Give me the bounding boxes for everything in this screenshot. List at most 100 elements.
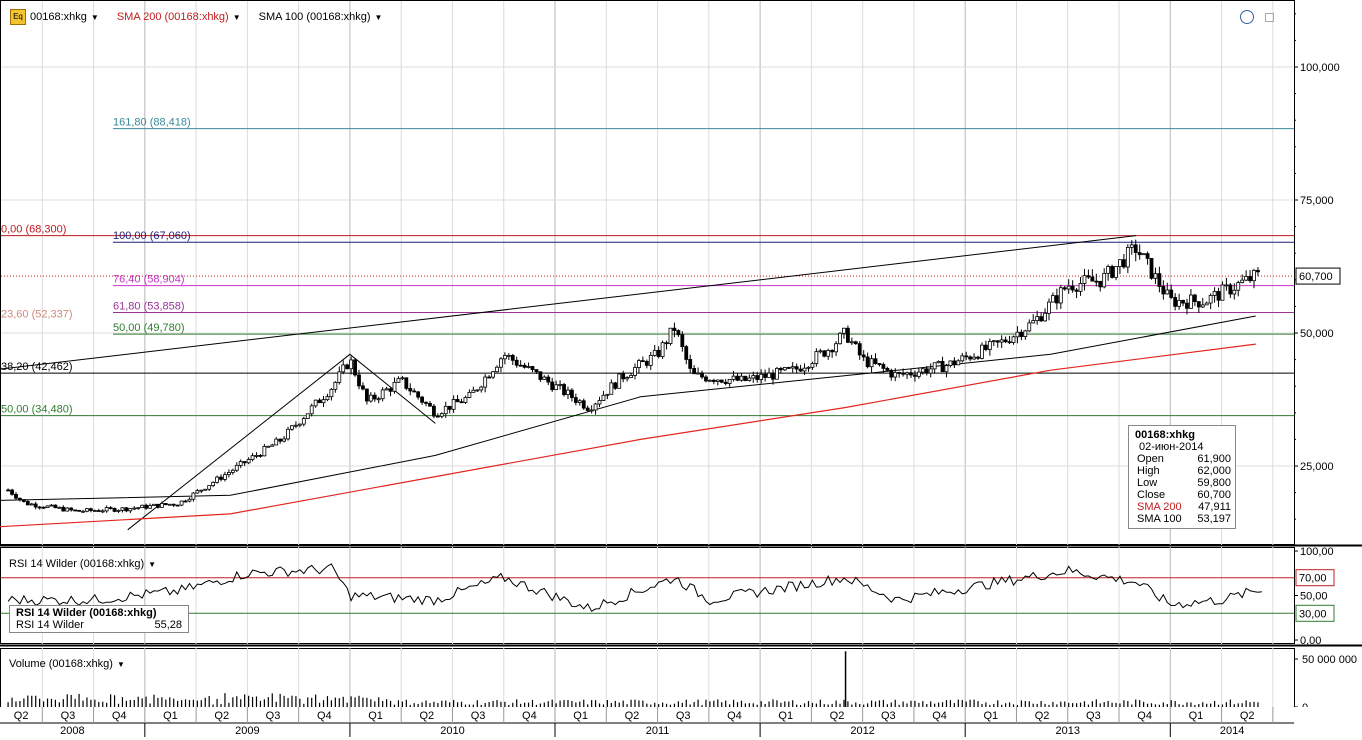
candle-body bbox=[286, 428, 290, 440]
candle-body bbox=[88, 508, 93, 511]
quarter-label: Q3 bbox=[471, 710, 486, 722]
candle-body bbox=[435, 415, 440, 418]
candle-body bbox=[1027, 322, 1032, 332]
sma200-label[interactable]: SMA 200 (00168:xhkg) bbox=[116, 11, 229, 23]
candle-body bbox=[357, 374, 361, 387]
candle-body bbox=[601, 394, 606, 401]
quarter-label: Q2 bbox=[419, 710, 434, 722]
candle-body bbox=[467, 391, 472, 398]
volume-pane-frame bbox=[0, 648, 1295, 708]
tooltip-label: Low bbox=[1137, 477, 1158, 489]
candle-body bbox=[861, 354, 866, 358]
candle-body bbox=[585, 407, 590, 411]
candle-body bbox=[1118, 259, 1122, 267]
candle-body bbox=[10, 489, 14, 495]
sma100-label[interactable]: SMA 100 (00168:xhkg) bbox=[258, 11, 371, 23]
candle-body bbox=[1062, 287, 1067, 290]
candle-body bbox=[483, 376, 488, 388]
candle-body bbox=[999, 339, 1004, 343]
clock-icon[interactable] bbox=[1240, 10, 1254, 24]
data-tooltip: 00168:xhkg 02-июн-2014 Open 61,900 High 62… bbox=[1128, 425, 1236, 529]
candle-body bbox=[987, 341, 992, 350]
chevron-down-icon[interactable]: ▼ bbox=[148, 559, 157, 569]
last-price-label: 60,700 bbox=[1299, 271, 1333, 283]
candle-body bbox=[664, 342, 669, 345]
candle-body bbox=[534, 369, 539, 373]
candle-body bbox=[1110, 266, 1114, 278]
rsi-label[interactable]: RSI 14 Wilder (00168:xhkg) bbox=[9, 558, 145, 570]
chevron-down-icon[interactable]: ▼ bbox=[116, 659, 125, 669]
fib-level-label: 38,20 (42,462) bbox=[1, 361, 73, 373]
candle-body bbox=[392, 381, 397, 392]
candle-body bbox=[806, 366, 811, 369]
rsi-legend-box: RSI 14 Wilder (00168:xhkg) RSI 14 Wilder… bbox=[9, 605, 189, 633]
candle-body bbox=[735, 375, 740, 381]
candle-body bbox=[1125, 246, 1130, 268]
candle-body bbox=[518, 364, 523, 367]
candle-body bbox=[226, 472, 231, 476]
rsi-tick-label: 50,00 bbox=[1300, 591, 1328, 603]
candle-body bbox=[1051, 295, 1055, 303]
volume-label[interactable]: Volume (00168:xhkg) bbox=[9, 658, 113, 670]
candle-body bbox=[613, 382, 618, 389]
tooltip-value: 53,197 bbox=[1197, 513, 1231, 525]
chevron-down-icon[interactable]: ▼ bbox=[374, 12, 383, 22]
chevron-down-icon[interactable]: ▼ bbox=[90, 12, 99, 22]
candle-body bbox=[991, 340, 996, 343]
volume-title: Volume (00168:xhkg) ▼ bbox=[9, 658, 125, 670]
candle-body bbox=[171, 503, 176, 506]
price-tick-label: 75,000 bbox=[1300, 195, 1334, 207]
candle-body bbox=[451, 399, 456, 410]
candle-body bbox=[853, 341, 858, 345]
candle-body bbox=[506, 354, 511, 357]
candle-body bbox=[995, 340, 1000, 343]
candle-body bbox=[77, 509, 81, 512]
tooltip-row-low: Low 59,800 bbox=[1135, 477, 1231, 489]
candle-body bbox=[889, 369, 894, 378]
candle-body bbox=[85, 508, 89, 512]
candle-body bbox=[688, 359, 693, 369]
candle-body bbox=[960, 355, 965, 362]
quarter-label: Q3 bbox=[676, 710, 691, 722]
candle-body bbox=[668, 327, 673, 344]
quarter-label: Q1 bbox=[1189, 710, 1204, 722]
candle-body bbox=[329, 388, 334, 398]
chevron-down-icon[interactable]: ▼ bbox=[232, 12, 241, 22]
candle-body bbox=[313, 399, 318, 407]
candle-body bbox=[759, 373, 764, 380]
candle-body bbox=[676, 330, 681, 336]
candle-body bbox=[763, 373, 768, 378]
rsi-level-box bbox=[1295, 604, 1335, 622]
candle-body bbox=[136, 507, 141, 510]
last-price-box bbox=[1295, 267, 1341, 285]
candle-body bbox=[447, 405, 452, 410]
candle-body bbox=[510, 354, 515, 361]
candle-body bbox=[305, 413, 310, 419]
candle-body bbox=[1023, 330, 1028, 337]
quarter-label: Q4 bbox=[932, 710, 947, 722]
candle-body bbox=[1145, 253, 1150, 259]
candle-body bbox=[782, 367, 787, 371]
candle-body bbox=[246, 459, 251, 464]
candle-body bbox=[700, 372, 704, 378]
candle-body bbox=[219, 476, 223, 480]
candle-body bbox=[459, 401, 464, 404]
candle-body bbox=[932, 362, 937, 370]
candle-body bbox=[199, 489, 204, 492]
restore-icon[interactable] bbox=[1265, 13, 1274, 22]
symbol-label[interactable]: 00168:xhkg bbox=[30, 11, 87, 23]
candle-body bbox=[692, 367, 697, 375]
candle-body bbox=[396, 378, 401, 383]
candle-body bbox=[49, 504, 54, 507]
candle-body bbox=[384, 388, 389, 391]
candle-body bbox=[739, 375, 744, 381]
candle-body bbox=[203, 488, 208, 491]
candle-body bbox=[337, 371, 342, 383]
candle-body bbox=[913, 374, 917, 377]
rsi-pane-frame bbox=[0, 547, 1295, 644]
candle-body bbox=[1133, 244, 1138, 253]
candle-body bbox=[1252, 269, 1256, 282]
candle-body bbox=[6, 489, 11, 492]
candle-body bbox=[964, 355, 969, 358]
